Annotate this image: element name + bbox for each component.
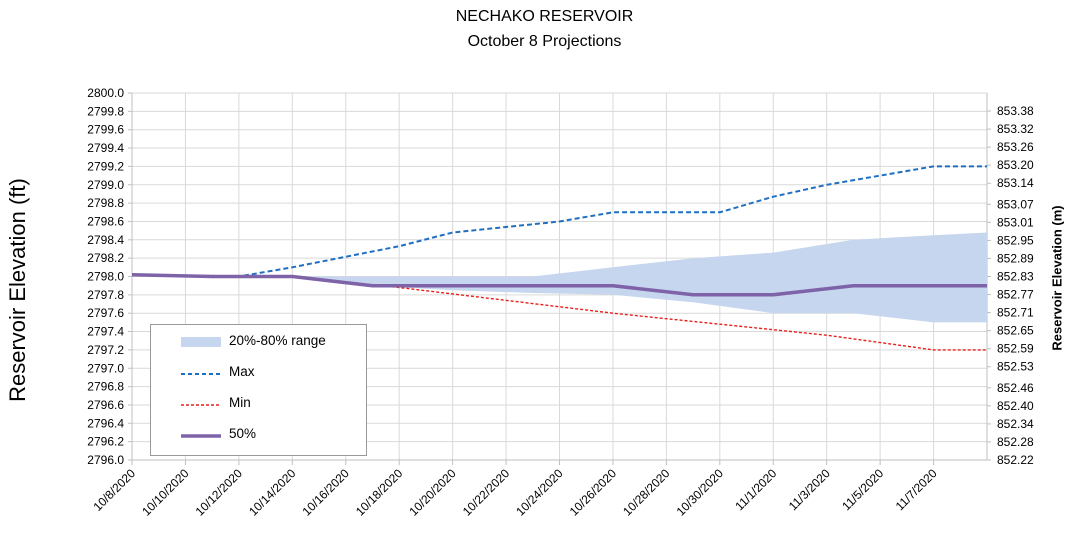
y-right-tick-label: 852.89 bbox=[997, 251, 1034, 265]
x-tick-label: 10/12/2020 bbox=[193, 466, 246, 519]
y-right-tick-label: 852.83 bbox=[997, 270, 1034, 284]
y-right-tick-label: 853.14 bbox=[997, 176, 1034, 190]
x-tick-label: 10/28/2020 bbox=[620, 466, 673, 519]
x-tick-label: 10/24/2020 bbox=[513, 466, 566, 519]
y-axis-label-right: Reservoir Elevation (m) bbox=[1049, 205, 1065, 351]
y-tick-label: 2799.2 bbox=[87, 159, 124, 173]
y-tick-label: 2799.8 bbox=[87, 104, 124, 118]
legend-label-median: 50% bbox=[229, 426, 257, 441]
y-tick-label: 2797.6 bbox=[87, 306, 124, 320]
chart-title: NECHAKO RESERVOIR bbox=[455, 8, 634, 25]
y-right-tick-label: 853.20 bbox=[997, 158, 1034, 172]
y-tick-label: 2797.4 bbox=[87, 325, 124, 339]
y-tick-label: 2799.0 bbox=[87, 178, 124, 192]
y-right-tick-label: 852.22 bbox=[997, 453, 1034, 467]
x-tick-label: 10/22/2020 bbox=[460, 466, 513, 519]
legend-label-band: 20%-80% range bbox=[229, 333, 326, 348]
y-tick-label: 2796.6 bbox=[87, 398, 124, 412]
legend-swatch-max bbox=[181, 373, 221, 375]
y-tick-label: 2800.0 bbox=[87, 86, 124, 100]
y-right-tick-label: 852.95 bbox=[997, 233, 1034, 247]
y-right-tick-label: 853.32 bbox=[997, 122, 1034, 136]
legend-label-min: Min bbox=[229, 395, 251, 410]
x-tick-label: 11/1/2020 bbox=[732, 466, 779, 513]
x-tick-label: 10/8/2020 bbox=[90, 466, 138, 514]
x-tick-label: 10/20/2020 bbox=[406, 466, 459, 519]
y-right-tick-label: 853.01 bbox=[997, 215, 1034, 229]
x-tick-label: 11/5/2020 bbox=[839, 466, 886, 513]
y-right-tick-label: 852.46 bbox=[997, 381, 1034, 395]
y-tick-label: 2797.0 bbox=[87, 361, 124, 375]
x-tick-label: 10/18/2020 bbox=[353, 466, 406, 519]
x-tick-label: 10/30/2020 bbox=[674, 466, 727, 519]
x-tick-label: 10/26/2020 bbox=[567, 466, 620, 519]
y-tick-label: 2796.0 bbox=[87, 453, 124, 467]
y-right-tick-label: 853.07 bbox=[997, 197, 1034, 211]
legend: 20%-80% range Max Min 50% bbox=[150, 324, 367, 456]
legend-swatch-min bbox=[181, 404, 221, 406]
legend-swatch-median bbox=[181, 434, 221, 438]
y-tick-label: 2798.2 bbox=[87, 251, 124, 265]
y-tick-label: 2796.8 bbox=[87, 380, 124, 394]
y-right-tick-label: 852.65 bbox=[997, 324, 1034, 338]
y-tick-label: 2798.6 bbox=[87, 214, 124, 228]
y-tick-label: 2798.4 bbox=[87, 233, 124, 247]
y-right-tick-label: 853.38 bbox=[997, 104, 1034, 118]
x-tick-label: 10/16/2020 bbox=[300, 466, 353, 519]
y-tick-label: 2798.0 bbox=[87, 270, 124, 284]
y-right-tick-label: 852.34 bbox=[997, 417, 1034, 431]
y-tick-label: 2797.2 bbox=[87, 343, 124, 357]
y-right-tick-label: 852.71 bbox=[997, 306, 1034, 320]
y-tick-label: 2796.4 bbox=[87, 416, 124, 430]
y-tick-label: 2797.8 bbox=[87, 288, 124, 302]
x-tick-label: 10/14/2020 bbox=[246, 466, 299, 519]
legend-label-max: Max bbox=[229, 364, 255, 379]
y-tick-label: 2798.8 bbox=[87, 196, 124, 210]
y-right-tick-label: 852.40 bbox=[997, 399, 1034, 413]
x-tick-label: 11/7/2020 bbox=[893, 466, 940, 513]
chart-subtitle: October 8 Projections bbox=[467, 33, 622, 50]
y-right-tick-label: 853.26 bbox=[997, 140, 1034, 154]
x-tick-label: 11/3/2020 bbox=[786, 466, 833, 513]
legend-swatch-band bbox=[181, 337, 221, 347]
band-20-80-range bbox=[132, 232, 987, 323]
y-tick-label: 2796.2 bbox=[87, 435, 124, 449]
y-right-tick-label: 852.28 bbox=[997, 435, 1034, 449]
y-axis-label-left: Reservoir Elevation (ft) bbox=[5, 178, 30, 402]
y-right-tick-label: 852.53 bbox=[997, 360, 1034, 374]
y-tick-label: 2799.4 bbox=[87, 141, 124, 155]
y-right-tick-label: 852.77 bbox=[997, 288, 1034, 302]
series-median-line bbox=[131, 272, 987, 297]
y-tick-label: 2799.6 bbox=[87, 123, 124, 137]
y-right-tick-label: 852.59 bbox=[997, 342, 1034, 356]
series-max-line bbox=[131, 165, 987, 278]
x-tick-label: 10/10/2020 bbox=[139, 466, 192, 519]
